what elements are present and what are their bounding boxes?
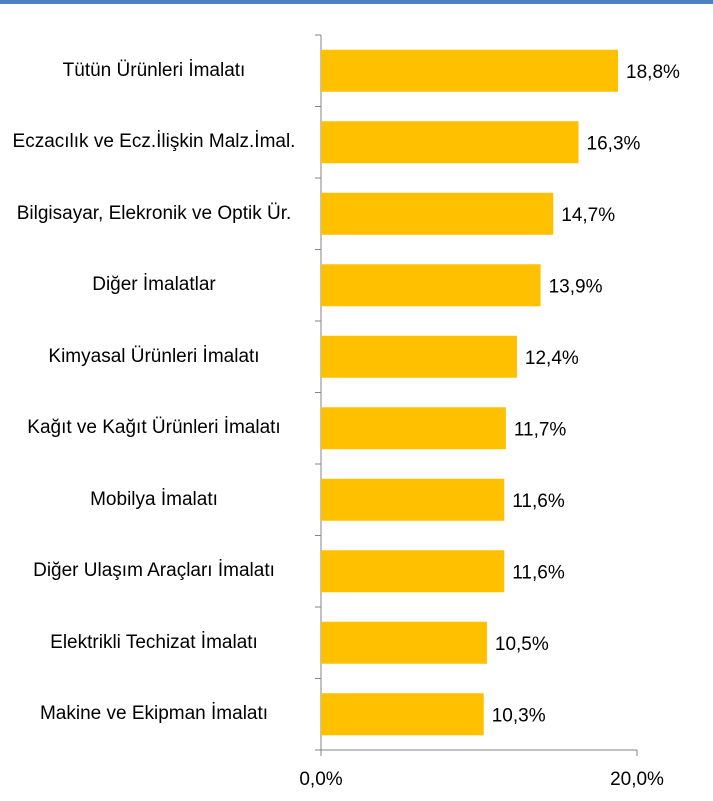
bar <box>321 264 541 307</box>
category-label: Elektrikli Techizat İmalatı <box>50 631 258 653</box>
category-label: Kağıt ve Kağıt Ürünleri İmalatı <box>27 417 281 439</box>
category-label: Kimyasal Ürünleri İmalatı <box>48 345 260 367</box>
bar <box>321 693 484 736</box>
value-label: 16,3% <box>587 133 641 154</box>
value-label: 11,6% <box>512 562 565 583</box>
bar <box>321 335 517 378</box>
bar <box>321 192 554 235</box>
category-label: Diğer Ulaşım Araçları İmalatı <box>33 560 275 582</box>
bar <box>321 49 619 92</box>
value-label: 11,6% <box>512 491 565 512</box>
value-label: 14,7% <box>561 205 615 226</box>
value-label: 11,7% <box>514 419 567 440</box>
bar <box>321 121 579 164</box>
value-label: 13,9% <box>549 276 603 297</box>
x-tick-label: 0,0% <box>299 769 342 790</box>
bar <box>321 478 505 521</box>
value-label: 10,3% <box>492 705 546 726</box>
bar <box>321 621 487 664</box>
value-label: 18,8% <box>626 62 680 83</box>
category-label: Tütün Ürünleri İmalatı <box>62 59 246 81</box>
category-label: Makine ve Ekipman İmalatı <box>39 703 269 725</box>
category-label: Bilgisayar, Elekronik ve Optik Ür. <box>16 202 292 224</box>
top-border <box>0 0 713 4</box>
category-label: Mobilya İmalatı <box>90 488 218 510</box>
bar <box>321 550 505 593</box>
category-label: Diğer İmalatlar <box>92 274 216 296</box>
bar <box>321 407 506 450</box>
value-label: 12,4% <box>525 348 579 369</box>
category-label: Eczacılık ve Ecz.İlişkin Malz.İmal. <box>12 131 296 153</box>
x-tick-label: 20,0% <box>610 769 664 790</box>
value-label: 10,5% <box>495 634 549 655</box>
